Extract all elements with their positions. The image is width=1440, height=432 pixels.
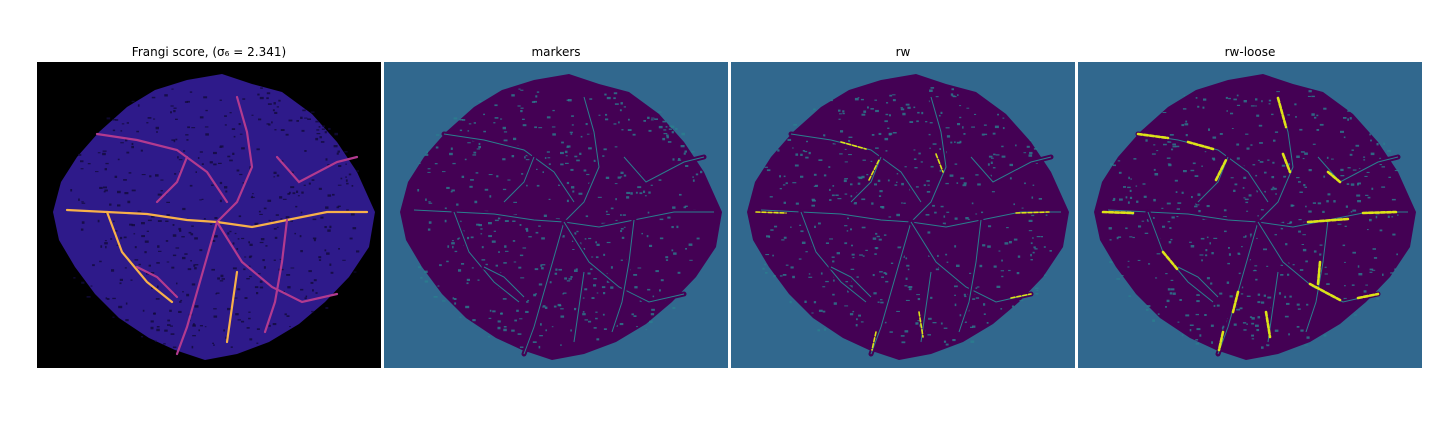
markers-image [384,62,728,368]
tissue-region [747,74,1069,360]
frangi-score-svg [37,62,381,368]
rw-loose-svg [1078,62,1422,368]
rw-loose-panel: rw-loose [1078,40,1422,370]
markers-svg [384,62,728,368]
segmented-vessels [755,141,1050,351]
segmented-vessels [1101,96,1398,352]
tissue-region [53,74,375,360]
markers-panel: markers [384,40,728,370]
rw-image [731,62,1075,368]
texture-speckle [1108,90,1399,349]
panel-title: markers [531,45,581,59]
texture-speckle [762,87,1052,346]
texture-speckle [70,87,360,349]
rw-svg [731,62,1075,368]
panel-title: rw [895,45,911,59]
rw-panel: rw [731,40,1075,370]
tissue-region [400,74,722,360]
texture-speckle [414,88,703,349]
vessel-network [65,95,369,356]
frangi-score-panel: Frangi score, (σ₆ = 2.341) [37,40,381,370]
frangi-score-image [37,62,381,368]
panel-title: rw-loose [1224,45,1276,59]
rw-loose-image [1078,62,1422,368]
panel-title: Frangi score, (σ₆ = 2.341) [131,45,287,59]
vessel-network [411,94,717,357]
